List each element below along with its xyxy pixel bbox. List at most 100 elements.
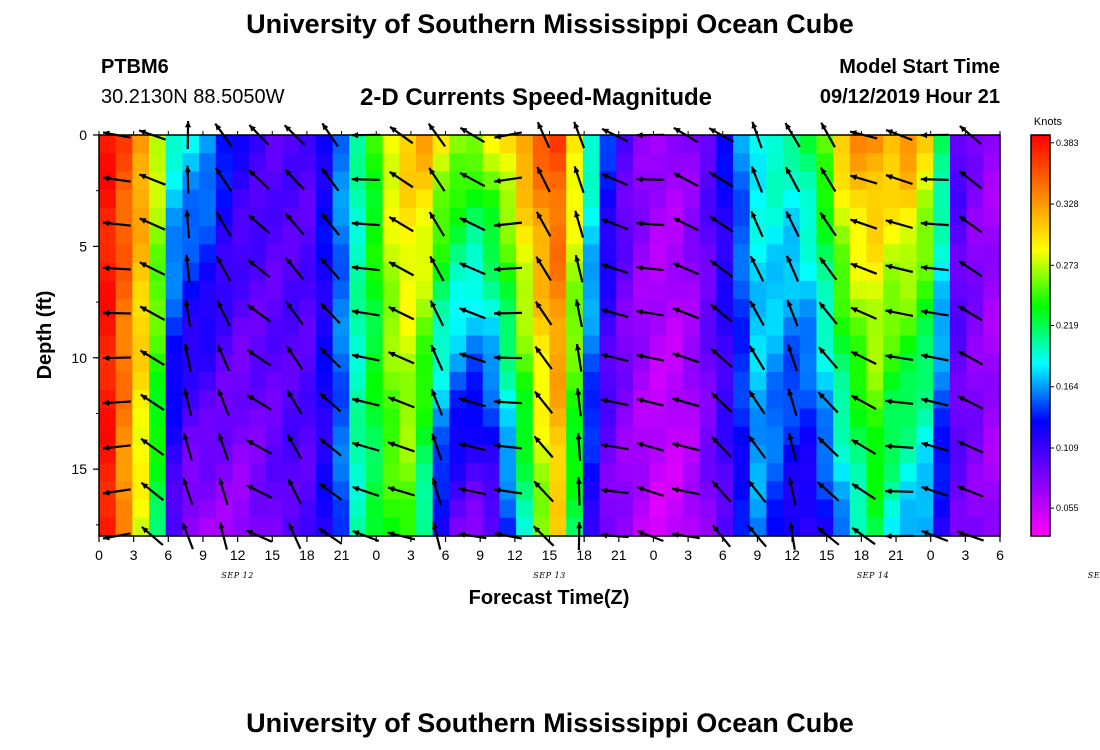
heatmap-cell [983, 299, 1001, 318]
heatmap-cell [549, 481, 567, 501]
heatmap-cell [349, 299, 367, 318]
heatmap-cell [99, 390, 117, 410]
heatmap-cell [582, 207, 601, 227]
current-vector-arrow [786, 344, 799, 372]
heatmap-cell [749, 426, 768, 446]
current-vector-arrow [709, 259, 734, 278]
heatmap-cell [149, 189, 167, 209]
heatmap-cell [532, 371, 551, 391]
heatmap-cell [799, 517, 818, 537]
heatmap-cell [666, 317, 684, 337]
colorbar-unit-label: Knots [1034, 116, 1063, 128]
heatmap-cell [332, 207, 350, 227]
current-vector-arrow [575, 477, 582, 506]
heatmap-cell [265, 153, 284, 173]
heatmap-cell [933, 317, 951, 337]
heatmap-cell [649, 262, 667, 282]
heatmap-cell [199, 517, 217, 537]
heatmap-cell [716, 153, 734, 173]
heatmap-cell [532, 189, 551, 209]
current-vector-arrow [710, 436, 732, 458]
heatmap-cell [783, 317, 801, 337]
heatmap-cell [849, 226, 868, 245]
heatmap-cell [549, 517, 567, 537]
heatmap-cell [132, 207, 150, 227]
current-vector-arrow [351, 441, 380, 452]
heatmap-cell [249, 517, 267, 537]
heatmap-cell [365, 135, 384, 154]
heatmap-cell [616, 153, 634, 173]
heatmap-cell [416, 280, 434, 300]
heatmap-cell [249, 463, 267, 482]
heatmap-cell [816, 189, 834, 209]
current-vector-arrow [184, 254, 191, 283]
heatmap-cell [849, 280, 868, 300]
heatmap-cell [132, 390, 150, 410]
heatmap-cell [649, 517, 667, 537]
heatmap-cell [966, 517, 984, 537]
heatmap-cell [132, 299, 150, 318]
heatmap-cell [866, 390, 884, 410]
heatmap-cell [783, 426, 801, 446]
heatmap-cell [499, 335, 517, 355]
heatmap-cell [766, 226, 784, 245]
x-tick-label: 3 [684, 547, 692, 563]
heatmap-cell [916, 408, 934, 428]
heatmap-cell [949, 444, 968, 464]
heatmap-cell [699, 463, 717, 482]
current-vector-arrow [710, 347, 733, 368]
heatmap-cell [699, 226, 717, 245]
current-vector-arrow [885, 308, 914, 317]
heatmap-cell [215, 207, 234, 227]
heatmap-cell [165, 207, 184, 227]
heatmap-cell [949, 481, 968, 501]
current-vector-arrow [636, 441, 665, 452]
heatmap-cell [115, 189, 133, 209]
heatmap-cell [699, 408, 717, 428]
heatmap-cell [766, 189, 784, 209]
heatmap-cell [115, 335, 133, 355]
current-vector-arrow [850, 394, 877, 410]
heatmap-cell [733, 244, 751, 264]
heatmap-cell [766, 371, 784, 391]
heatmap-cell [783, 408, 801, 428]
heatmap-cell [582, 517, 601, 537]
colorbar-tick-label: 0.383 [1056, 138, 1079, 148]
heatmap-cell [632, 371, 651, 391]
heatmap-cell [582, 262, 601, 282]
heatmap-cell [265, 353, 284, 373]
heatmap-cell [365, 499, 384, 519]
heatmap-cell [899, 426, 918, 446]
heatmap-cell [632, 280, 651, 300]
current-vector-arrow [920, 176, 949, 183]
heatmap-cell [799, 226, 818, 245]
heatmap-cell [115, 207, 133, 227]
heatmap-cell [682, 426, 701, 446]
current-vector-arrow [246, 349, 272, 367]
heatmap-cell [265, 317, 284, 337]
heatmap-cell [432, 244, 450, 264]
current-vector-arrow [138, 173, 166, 186]
colorbar: Knots 0.383 0.328 0.273 0.219 0.164 0.109 0.05… [1030, 116, 1079, 537]
heatmap-cell [299, 426, 317, 446]
current-vector-arrow [493, 310, 523, 317]
heatmap-cell [232, 444, 250, 464]
heatmap-cell [716, 444, 734, 464]
heatmap-cell [866, 335, 884, 355]
heatmap-cell [299, 390, 317, 410]
heatmap-cell [799, 153, 818, 173]
heatmap-cell [182, 189, 200, 209]
heatmap-cell [716, 390, 734, 410]
heatmap-cell [916, 189, 934, 209]
heatmap-cell [149, 408, 167, 428]
heatmap-cell [616, 226, 634, 245]
heatmap-cell [649, 226, 667, 245]
heatmap-cell [149, 371, 167, 391]
current-vector-arrow [574, 210, 585, 238]
heatmap-cell [332, 408, 350, 428]
heatmap-cell [249, 207, 267, 227]
heatmap-cell [616, 371, 634, 391]
heatmap-cell [799, 317, 818, 337]
heatmap-cell [115, 408, 133, 428]
current-vector-arrow [920, 264, 949, 272]
